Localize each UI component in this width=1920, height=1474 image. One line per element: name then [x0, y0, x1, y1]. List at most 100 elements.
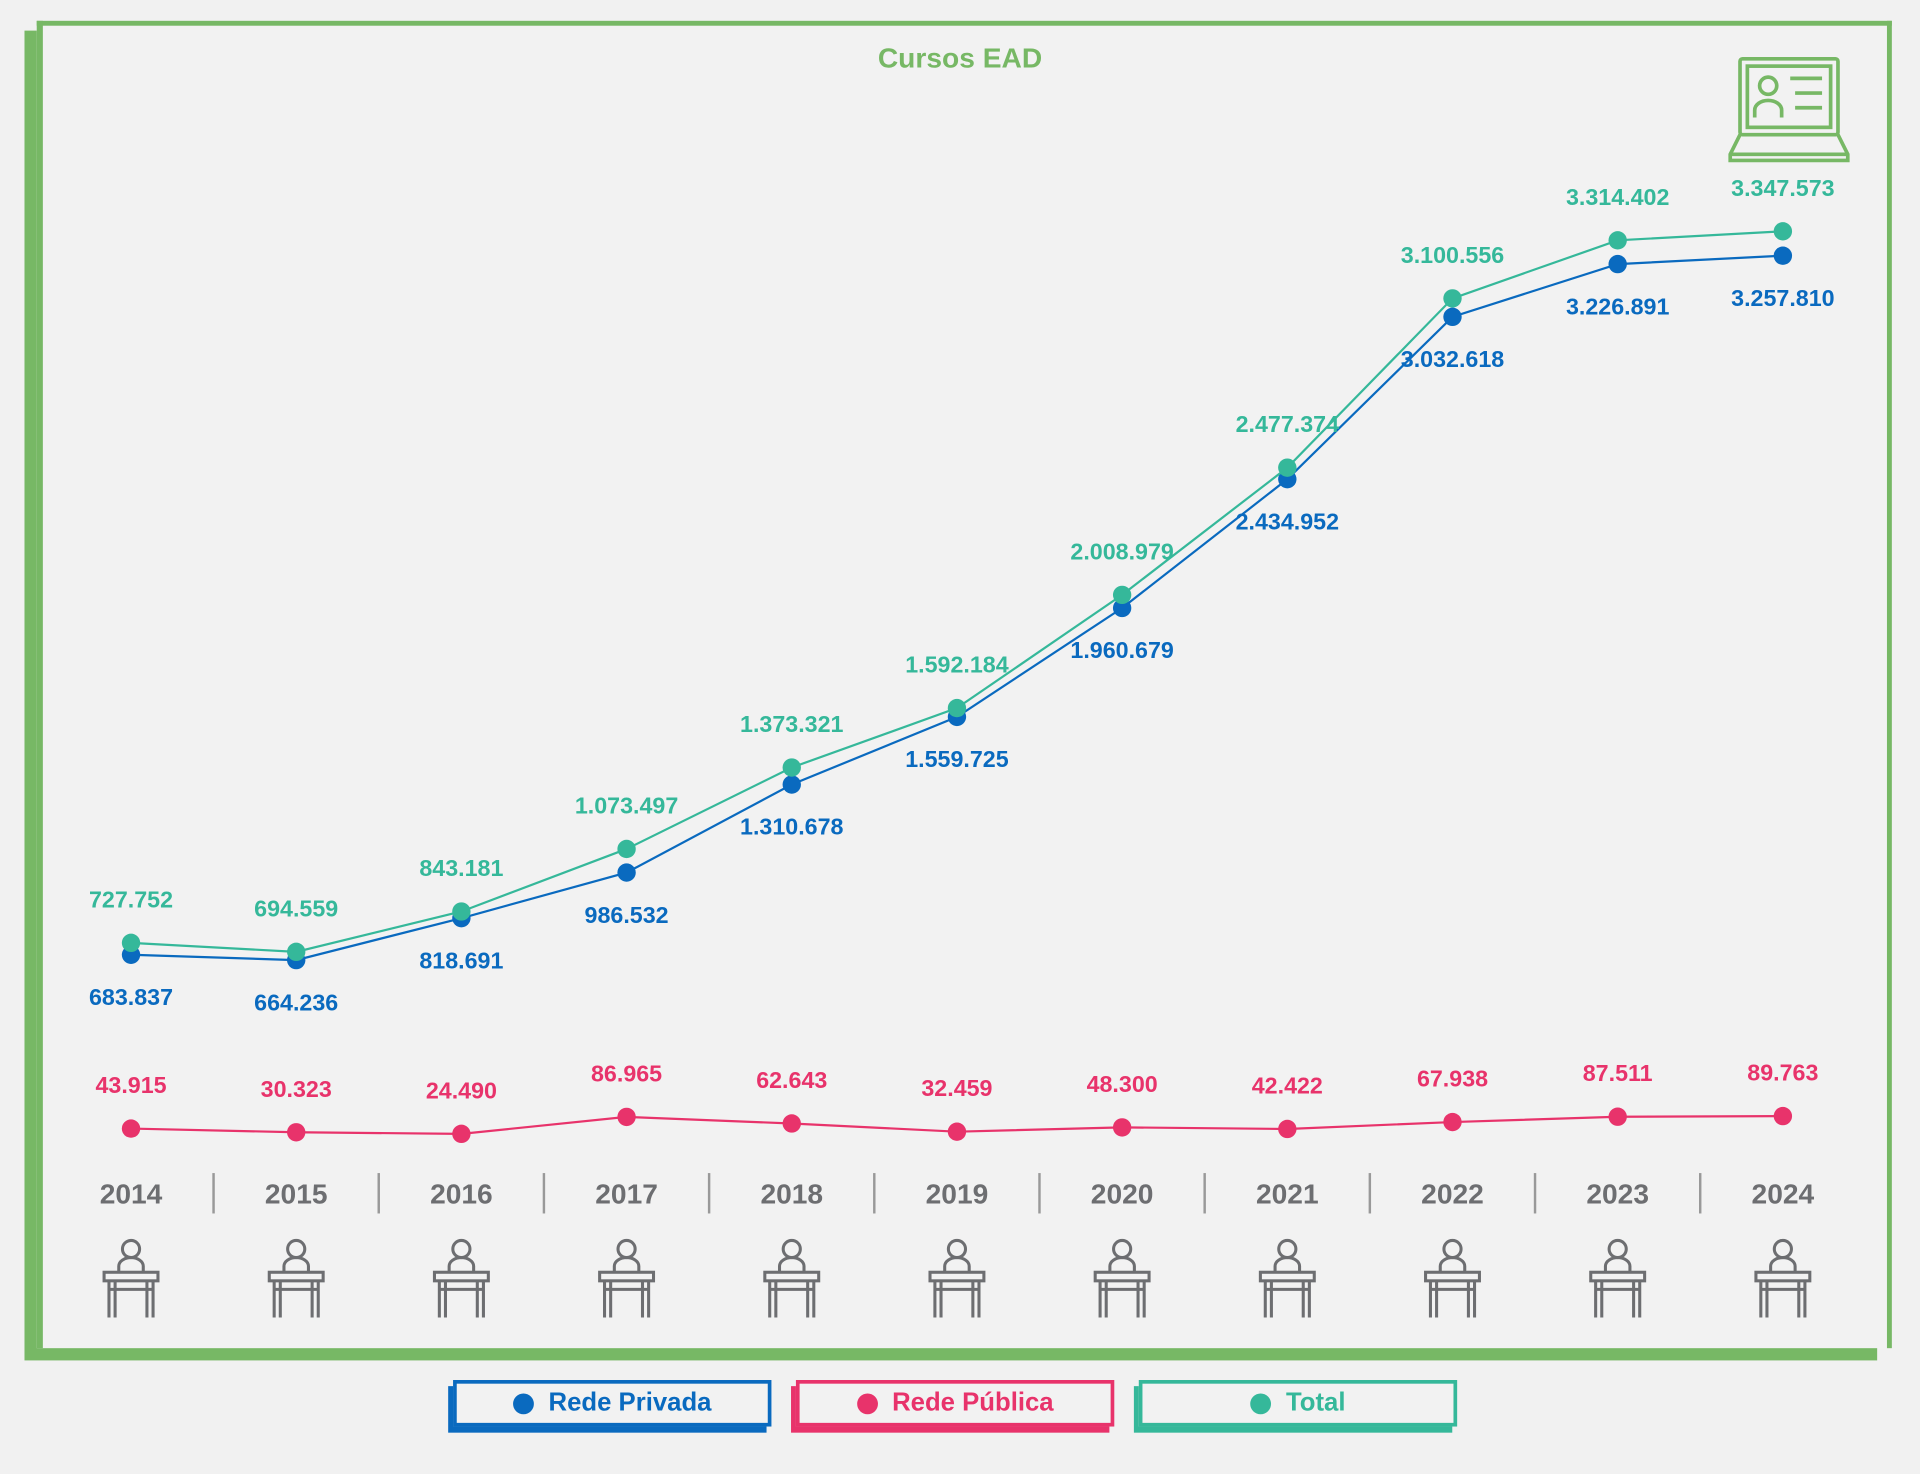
- data-label: 2.477.374: [1236, 411, 1340, 437]
- desk-legs: [1098, 1280, 1146, 1318]
- year-label: 2017: [595, 1179, 658, 1210]
- data-label: 1.073.497: [575, 792, 678, 818]
- desk-top: [1754, 1270, 1812, 1283]
- head: [1277, 1238, 1298, 1260]
- head: [946, 1238, 968, 1260]
- legend-rede-publica[interactable]: Rede Pública: [795, 1380, 1115, 1427]
- series-rede-privada: 683.837 664.236 818.691 986.532 1.310.678 1.5…: [89, 246, 1835, 1015]
- data-point: [452, 902, 471, 921]
- data-point: [1443, 1112, 1462, 1132]
- student-desk-icon: [102, 1238, 160, 1318]
- desk-top: [102, 1270, 160, 1283]
- data-label: 67.938: [1417, 1066, 1488, 1092]
- year-label: 2018: [760, 1179, 823, 1210]
- data-point: [121, 1119, 141, 1138]
- data-label: 48.300: [1087, 1071, 1158, 1097]
- data-label: 1.960.679: [1070, 637, 1174, 663]
- student-desk-icon: [267, 1238, 325, 1318]
- data-label: 2.434.952: [1236, 508, 1339, 534]
- series-line: [130, 254, 1783, 962]
- desk-legs: [768, 1280, 816, 1318]
- data-label: 683.837: [89, 984, 173, 1010]
- chart-title: Cursos EAD: [877, 41, 1043, 74]
- desk-legs: [1759, 1280, 1807, 1318]
- desk-top: [267, 1270, 325, 1283]
- data-label: 3.347.573: [1731, 175, 1835, 201]
- year-label: 2020: [1091, 1179, 1154, 1210]
- desk-top: [598, 1270, 656, 1283]
- desk-top: [763, 1270, 821, 1283]
- head: [1112, 1238, 1133, 1260]
- body: [1438, 1256, 1467, 1272]
- data-point: [1443, 307, 1462, 327]
- student-desk-icon: [1258, 1238, 1316, 1318]
- year-label: 2024: [1752, 1179, 1815, 1210]
- data-point: [1443, 289, 1462, 308]
- year-label: 2021: [1256, 1179, 1319, 1210]
- data-point: [617, 863, 636, 882]
- student-desk-icon: [1589, 1238, 1647, 1318]
- year-label: 2022: [1421, 1179, 1484, 1210]
- head: [781, 1238, 802, 1260]
- student-desk-icon: [763, 1238, 821, 1318]
- desk-legs: [1428, 1280, 1477, 1318]
- student-desk-icon: [432, 1238, 490, 1318]
- data-label: 32.459: [921, 1075, 992, 1101]
- body: [777, 1256, 806, 1272]
- desk-top: [1424, 1270, 1481, 1283]
- body: [1273, 1256, 1302, 1272]
- legend-dot-icon: [856, 1392, 878, 1414]
- data-point: [1608, 254, 1627, 274]
- legend-total[interactable]: Total: [1138, 1380, 1458, 1427]
- body: [447, 1256, 476, 1272]
- desk-legs: [933, 1280, 981, 1318]
- data-point: [1112, 1118, 1132, 1137]
- data-point: [1112, 598, 1132, 618]
- data-point: [947, 698, 967, 718]
- head: [1607, 1238, 1628, 1260]
- year-label: 2014: [100, 1179, 163, 1210]
- data-point: [1773, 246, 1793, 265]
- body: [1603, 1256, 1632, 1272]
- year-label: 2019: [926, 1179, 989, 1210]
- data-point: [947, 1122, 967, 1141]
- data-label: 24.490: [426, 1077, 497, 1103]
- legend-label: Rede Pública: [892, 1388, 1054, 1417]
- data-label: 2.008.979: [1070, 538, 1174, 564]
- student-desk-icon: [1424, 1238, 1481, 1318]
- legend-rede-privada[interactable]: Rede Privada: [453, 1380, 772, 1427]
- data-point: [1608, 1107, 1627, 1126]
- body: [282, 1256, 310, 1272]
- data-point: [617, 839, 636, 859]
- body: [1108, 1256, 1136, 1272]
- data-point: [1608, 231, 1627, 250]
- legend-dot-icon: [513, 1392, 534, 1414]
- desk-legs: [437, 1280, 485, 1318]
- data-point: [782, 758, 801, 777]
- student-desk-icon: [1093, 1238, 1151, 1318]
- data-point: [1773, 1106, 1793, 1126]
- data-label: 694.559: [254, 895, 338, 921]
- data-point: [1278, 1119, 1297, 1139]
- body: [943, 1256, 971, 1272]
- desk-top: [432, 1270, 490, 1283]
- data-label: 43.915: [95, 1072, 166, 1098]
- data-label: 1.559.725: [905, 746, 1009, 772]
- data-label: 1.310.678: [740, 814, 844, 840]
- data-point: [617, 1107, 636, 1127]
- student-desk-icon: [928, 1238, 986, 1318]
- body: [117, 1256, 145, 1272]
- data-point: [287, 1123, 306, 1142]
- data-label: 3.032.618: [1401, 346, 1505, 372]
- data-point: [121, 933, 141, 953]
- data-point: [782, 775, 801, 794]
- desk-top: [928, 1270, 986, 1283]
- legend-label: Rede Privada: [548, 1388, 712, 1417]
- data-label: 3.226.891: [1566, 293, 1670, 319]
- student-desk-icon: [598, 1238, 656, 1318]
- head: [120, 1238, 142, 1260]
- data-label: 727.752: [89, 886, 173, 912]
- legend-label: Total: [1285, 1388, 1346, 1417]
- series-rede-publica: 43.915 30.323 24.490 86.965 62.643 32.459 48.3…: [95, 1060, 1818, 1144]
